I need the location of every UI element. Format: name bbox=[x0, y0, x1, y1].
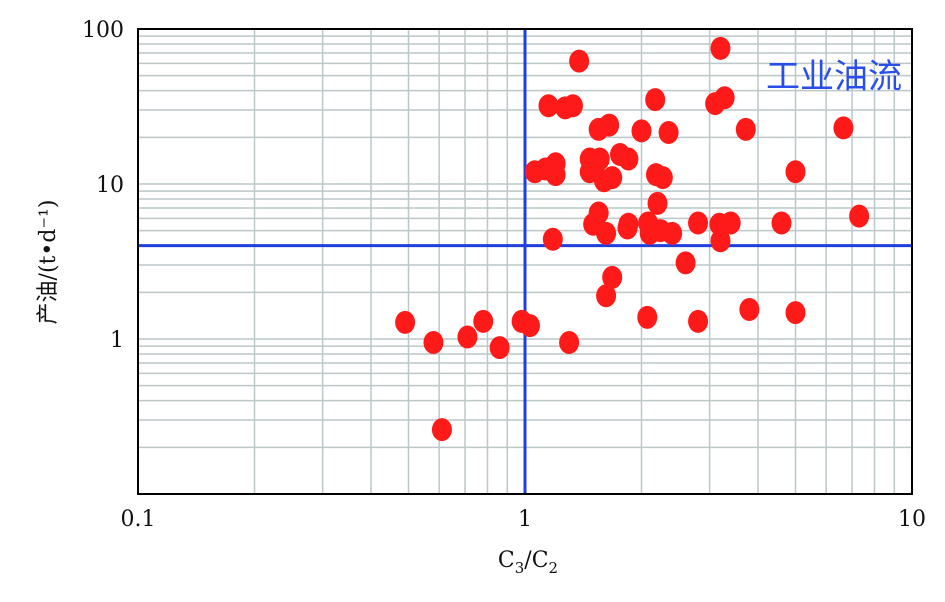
data-point bbox=[519, 314, 540, 338]
data-point bbox=[395, 310, 416, 334]
data-point bbox=[714, 86, 735, 110]
annotation-label: 工业油流 bbox=[766, 57, 902, 97]
data-points bbox=[395, 36, 870, 442]
data-point bbox=[785, 160, 806, 184]
x-tick-label: 1 bbox=[518, 507, 532, 532]
data-point bbox=[675, 251, 696, 275]
data-point bbox=[473, 309, 494, 333]
data-point bbox=[599, 113, 620, 137]
data-point bbox=[423, 330, 444, 354]
data-point bbox=[542, 227, 563, 251]
x-axis-label: C3/C2 bbox=[498, 548, 558, 577]
data-point bbox=[658, 120, 679, 144]
data-point bbox=[602, 166, 623, 190]
data-point bbox=[647, 191, 668, 215]
data-point bbox=[618, 212, 639, 236]
reference-lines bbox=[138, 29, 912, 494]
data-point bbox=[688, 211, 709, 235]
data-point bbox=[771, 211, 792, 235]
data-point bbox=[562, 94, 583, 118]
data-point bbox=[710, 36, 731, 60]
data-point bbox=[785, 301, 806, 325]
data-point bbox=[739, 297, 760, 321]
y-tick-label: 1 bbox=[110, 328, 124, 353]
x-tick-label: 10 bbox=[898, 507, 926, 532]
tick-labels: 0.1 1 10 1 10 100 bbox=[82, 18, 926, 532]
data-point bbox=[652, 166, 673, 190]
data-point bbox=[833, 116, 854, 140]
y-tick-label: 10 bbox=[96, 173, 124, 198]
y-tick-label: 100 bbox=[82, 18, 124, 43]
data-point bbox=[489, 336, 510, 360]
data-point bbox=[545, 163, 566, 187]
data-point bbox=[637, 305, 658, 329]
data-point bbox=[662, 221, 683, 245]
data-point bbox=[431, 418, 452, 442]
data-point bbox=[559, 330, 580, 354]
x-tick-label: 0.1 bbox=[121, 507, 156, 532]
data-point bbox=[631, 119, 652, 143]
plot-frame bbox=[137, 28, 913, 495]
data-point bbox=[596, 221, 617, 245]
data-point bbox=[569, 49, 590, 73]
y-axis-label: 产油/(t•d⁻¹) bbox=[36, 200, 61, 325]
data-point bbox=[602, 265, 623, 289]
data-point bbox=[457, 325, 478, 349]
data-point bbox=[849, 204, 870, 228]
data-point bbox=[645, 88, 666, 112]
data-point bbox=[618, 147, 639, 171]
data-point bbox=[735, 117, 756, 141]
data-point bbox=[720, 211, 741, 235]
data-point bbox=[596, 284, 617, 308]
data-point bbox=[710, 229, 731, 253]
data-point bbox=[538, 94, 559, 118]
data-point bbox=[688, 309, 709, 333]
